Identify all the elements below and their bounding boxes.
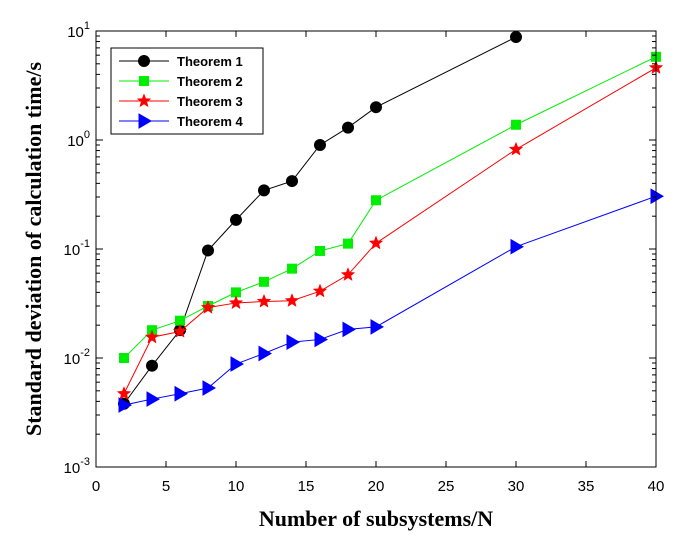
data-point-theorem-1	[286, 175, 298, 188]
data-point-theorem-1	[342, 121, 354, 134]
legend-box	[110, 47, 264, 135]
y-tick-label: 101	[67, 20, 90, 41]
data-point-theorem-2	[511, 119, 521, 130]
x-tick-label: 10	[228, 478, 245, 495]
data-point-theorem-3	[312, 283, 328, 298]
data-point-theorem-3	[256, 293, 272, 308]
data-point-theorem-4	[174, 385, 188, 402]
plot-area	[116, 31, 664, 413]
data-point-theorem-4	[510, 238, 524, 255]
axes: 0 5 10 15 20 25 30 35 40 10-3 10-2 10-1 100 101	[64, 20, 665, 495]
legend-marker-theorem-1	[138, 55, 150, 67]
series-theorem-3	[116, 60, 664, 400]
data-point-theorem-4	[146, 391, 160, 407]
x-tick-label: 20	[368, 478, 385, 495]
data-point-theorem-4	[118, 397, 132, 413]
data-point-theorem-3	[116, 386, 132, 400]
data-point-theorem-3	[368, 235, 384, 250]
legend-marker-theorem-3	[136, 93, 152, 108]
y-tick-label: 10-2	[64, 347, 90, 368]
legend-label-theorem-4: Theorem 4	[177, 114, 244, 129]
data-point-theorem-2	[343, 238, 353, 249]
data-point-theorem-4	[650, 188, 664, 205]
data-point-theorem-2	[371, 195, 381, 206]
data-point-theorem-4	[230, 356, 244, 372]
data-point-theorem-1	[314, 138, 326, 151]
x-axis-label: Number of subsystems/N	[259, 506, 493, 531]
data-point-theorem-2	[259, 276, 269, 287]
y-tick-label: 10-1	[64, 238, 90, 259]
series-theorem-1	[118, 31, 522, 410]
data-point-theorem-2	[119, 353, 129, 363]
data-point-theorem-1	[230, 213, 242, 226]
legend-label-theorem-1: Theorem 1	[177, 54, 243, 69]
x-tick-label: 5	[162, 478, 170, 495]
data-point-theorem-4	[370, 319, 384, 335]
data-point-theorem-4	[258, 345, 272, 362]
y-tick-label: 10-3	[64, 456, 90, 477]
y-axis-label: Standard deviation of calculation time/s	[21, 62, 46, 436]
x-tick-label: 30	[508, 478, 525, 495]
data-point-theorem-4	[342, 321, 356, 338]
data-point-theorem-3	[172, 323, 188, 338]
data-point-theorem-2	[287, 263, 297, 274]
data-point-theorem-3	[284, 293, 300, 307]
data-point-theorem-3	[144, 329, 160, 344]
legend: Theorem 1 Theorem 2 Theorem 3 Theorem 4	[110, 47, 264, 135]
series-theorem-4	[118, 188, 664, 413]
x-tick-label: 35	[578, 478, 595, 495]
data-point-theorem-1	[202, 244, 214, 257]
data-point-theorem-3	[340, 267, 356, 282]
data-point-theorem-1	[370, 101, 382, 114]
data-point-theorem-4	[286, 334, 300, 350]
legend-label-theorem-3: Theorem 3	[177, 94, 243, 109]
y-tick-label: 100	[67, 129, 90, 150]
legend-marker-theorem-4	[138, 113, 152, 129]
x-tick-label: 25	[438, 478, 455, 495]
data-point-theorem-4	[202, 380, 216, 396]
data-point-theorem-3	[200, 299, 216, 314]
data-point-theorem-1	[258, 184, 270, 197]
x-tick-label: 15	[298, 478, 315, 495]
x-tick-label: 0	[92, 478, 100, 495]
x-tick-label: 40	[648, 478, 665, 495]
data-point-theorem-2	[315, 245, 325, 256]
legend-marker-theorem-2	[139, 76, 149, 86]
data-point-theorem-4	[314, 331, 328, 348]
data-point-theorem-3	[508, 141, 524, 156]
data-point-theorem-1	[146, 359, 158, 372]
legend-label-theorem-2: Theorem 2	[177, 74, 243, 89]
series-line-theorem-3	[123, 67, 657, 394]
data-point-theorem-3	[228, 295, 244, 310]
